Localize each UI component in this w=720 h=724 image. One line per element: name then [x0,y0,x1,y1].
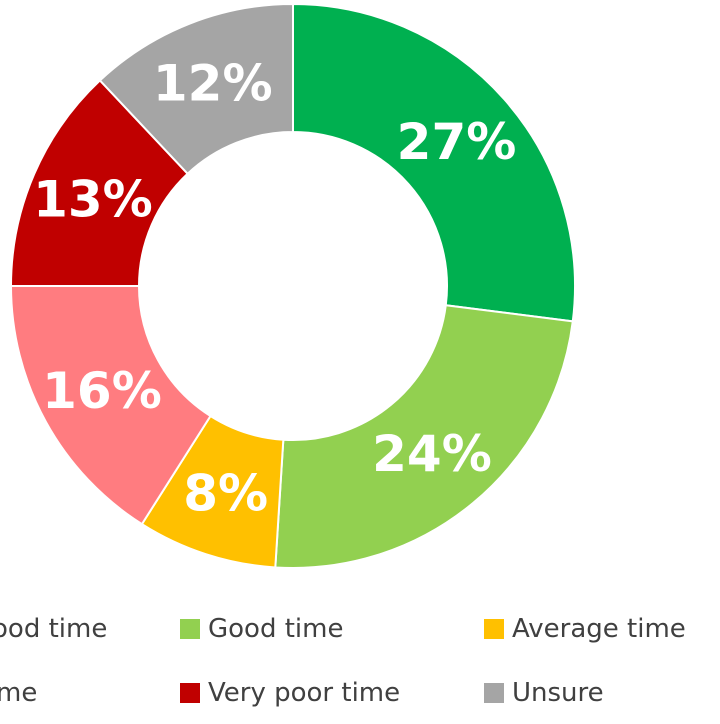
legend-item-very-good-time: ood time [0,614,107,644]
legend-item-poor-time: me [0,678,37,708]
slice-good-time [274,304,574,569]
legend-swatch-very-poor-time [180,683,200,703]
legend-item-very-poor-time: Very poor time [180,678,400,708]
donut-slices [9,2,576,569]
chart-legend: ood time Good time Average time me Very … [0,600,720,724]
slice-poor-time [9,285,212,526]
slice-label-very-poor-time: 13% [33,170,153,228]
legend-label-unsure: Unsure [512,678,604,708]
slice-label-unsure: 12% [153,54,273,112]
legend-label-average-time: Average time [512,614,686,644]
slice-labels: 27% 24% 8% 16% 13%12% [33,54,516,522]
legend-item-good-time: Good time [180,614,343,644]
legend-swatch-unsure [484,683,504,703]
legend-item-unsure: Unsure [484,678,604,708]
slice-label-good-time: 24% [372,425,492,483]
slice-very-good-time [292,2,576,323]
legend-label-good-time: Good time [208,614,344,644]
legend-label-poor-time: me [0,678,38,708]
legend-label-very-good-time: ood time [0,614,108,644]
legend-item-average-time: Average time [484,614,686,644]
legend-swatch-good-time [180,619,200,639]
slice-label-very-good-time: 27% [397,113,517,171]
legend-label-very-poor-time: Very poor time [208,678,401,708]
slice-unsure [98,2,294,176]
legend-swatch-average-time [484,619,504,639]
slice-label-poor-time: 16% [42,362,162,420]
slice-label-average-time: 8% [183,464,268,522]
donut-chart: 27% 24% 8% 16% 13%12% [9,2,576,569]
